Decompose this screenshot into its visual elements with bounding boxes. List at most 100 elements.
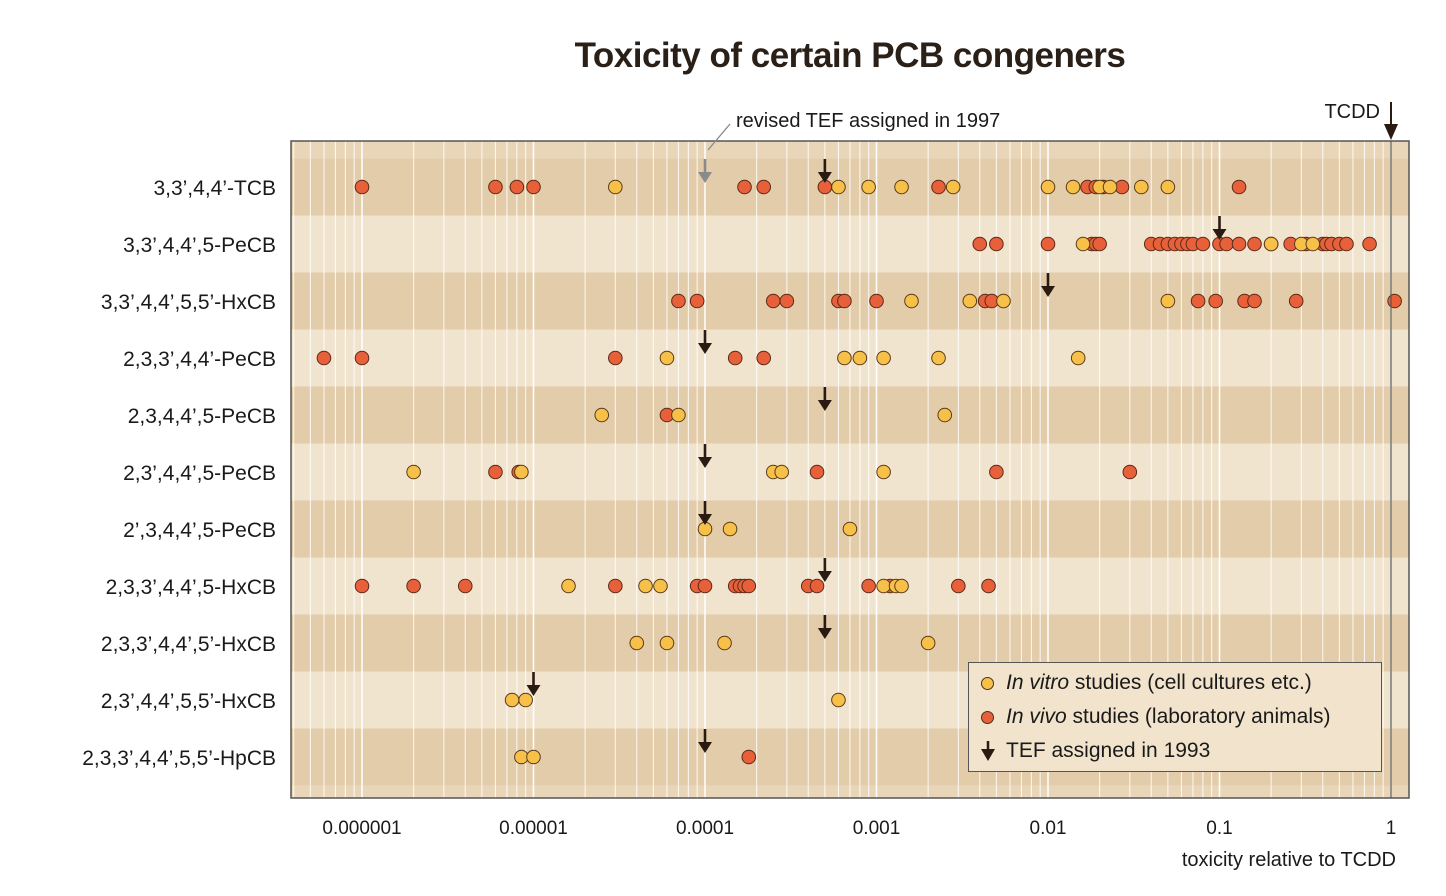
invitro-point [931, 350, 946, 366]
invitro-point [876, 578, 891, 594]
invivo-point [989, 236, 1004, 252]
invivo-point [1339, 236, 1354, 252]
invitro-point [831, 692, 846, 708]
invitro-point [962, 293, 978, 309]
legend-invitro: In vitro studies (cell cultures etc.) [981, 669, 1312, 697]
invitro-point [594, 407, 610, 423]
row-label: 3,3’,4,4’,5,5’-HxCB [101, 291, 276, 314]
invitro-point [1160, 293, 1176, 309]
invitro-point [722, 521, 738, 537]
tef-1997-arrow [698, 159, 712, 183]
invitro-point [894, 578, 909, 594]
legend-invitro-text: studies (cell cultures etc.) [1069, 671, 1312, 694]
invitro-point [717, 635, 732, 651]
invivo-point [951, 578, 966, 594]
legend-invivo-italic: In vivo [1006, 705, 1067, 728]
row-labels: 3,3’,4,4’-TCB 3,3’,4,4’,5-PeCB 3,3’,4,4’,5… [82, 177, 276, 770]
invivo-point [981, 578, 996, 594]
tcdd-label: TCDD [1324, 101, 1380, 123]
row-label: 2’,3,4,4’,5-PeCB [123, 519, 276, 542]
invivo-point [406, 578, 421, 594]
invivo-point [1362, 236, 1377, 252]
tef-1993-arrow [817, 558, 832, 582]
invitro-point [1070, 350, 1086, 366]
tef-1993-arrow [1041, 273, 1055, 297]
legend-invivo-text: studies (laboratory animals) [1066, 705, 1331, 728]
tef-arrows [526, 159, 1227, 753]
invitro-point [514, 749, 529, 765]
invitro-point [837, 350, 852, 366]
invitro-point [514, 464, 529, 480]
invivo-point [737, 179, 752, 195]
invitro-point [1040, 179, 1056, 195]
invivo-point [972, 236, 988, 252]
invitro-point [996, 293, 1011, 309]
x-tick-labels: 0.000001 0.00001 0.0001 0.001 0.01 0.1 1 [322, 818, 1396, 839]
x-tick-label: 0.1 [1206, 818, 1232, 839]
plot-frame [290, 140, 1410, 799]
invitro-point [653, 578, 668, 594]
x-tick-label: 0.001 [853, 818, 901, 839]
tef-1993-arrow [817, 387, 832, 411]
invivo-point [1387, 293, 1402, 309]
row-label: 2,3,3’,4,4’,5,5’-HpCB [82, 747, 276, 770]
invitro-point [659, 635, 675, 651]
invivo-point [756, 179, 772, 195]
invitro-point [852, 350, 868, 366]
invivo-point [809, 578, 825, 594]
invitro-point [406, 464, 421, 480]
legend-invitro-italic: In vitro [1006, 671, 1070, 694]
invivo-point [989, 464, 1004, 480]
tef-1993-arrow [698, 444, 712, 468]
invivo-point [765, 293, 781, 309]
invivo-point [488, 179, 503, 195]
invivo-point [1195, 236, 1211, 252]
row-label: 3,3’,4,4’,5-PeCB [123, 234, 276, 257]
invitro-point [876, 350, 891, 366]
invitro-point [842, 521, 858, 537]
invitro-point [671, 407, 686, 423]
invitro-point [1263, 236, 1279, 252]
invitro-point [945, 179, 961, 195]
down-arrow-icon [981, 741, 995, 761]
tef-1993-arrow [1212, 216, 1227, 240]
invivo-point [1208, 293, 1223, 309]
row-label: 2,3,3’,4,4’-PeCB [123, 348, 276, 371]
invivo-point [509, 179, 525, 195]
legend-tef-text: TEF assigned in 1993 [1006, 739, 1211, 762]
invivo-point [689, 293, 705, 309]
invivo-point [727, 350, 743, 366]
tef-1993-arrow [698, 501, 712, 525]
x-tick-label: 1 [1386, 818, 1397, 839]
invitro-point [561, 578, 576, 594]
invivo-point [354, 179, 370, 195]
x-axis-label: toxicity relative to TCDD [1182, 849, 1396, 871]
invitro-point [1075, 236, 1091, 252]
invivo-point [526, 179, 541, 195]
invivo-point [1231, 179, 1247, 195]
row-label: 2,3,4,4’,5-PeCB [128, 405, 276, 428]
invivo-point [779, 293, 795, 309]
invivo-point [354, 578, 370, 594]
row-label: 2,3’,4,4’,5,5’-HxCB [101, 690, 276, 713]
invitro-point [1305, 236, 1321, 252]
invitro-point [1065, 179, 1081, 195]
invitro-point [894, 179, 909, 195]
row-label: 2,3,3’,4,4’,5-HxCB [106, 576, 276, 599]
invitro-point [937, 407, 953, 423]
tef-1993-arrow [526, 672, 541, 696]
tef-1993-arrow [817, 159, 832, 183]
invivo-point [741, 749, 757, 765]
invitro-point [1160, 179, 1176, 195]
invitro-point [629, 635, 645, 651]
invitro-swatch [981, 676, 994, 690]
invitro-point [774, 464, 789, 480]
invivo-point [1231, 236, 1247, 252]
invivo-swatch [981, 710, 994, 724]
tef-1993-arrow [698, 330, 712, 354]
revised-tef-label: revised TEF assigned in 1997 [736, 110, 1000, 132]
row-label: 2,3,3’,4,4’,5’-HxCB [101, 633, 276, 656]
revised-tef-leader [707, 123, 731, 151]
invivo-point [1247, 236, 1262, 252]
